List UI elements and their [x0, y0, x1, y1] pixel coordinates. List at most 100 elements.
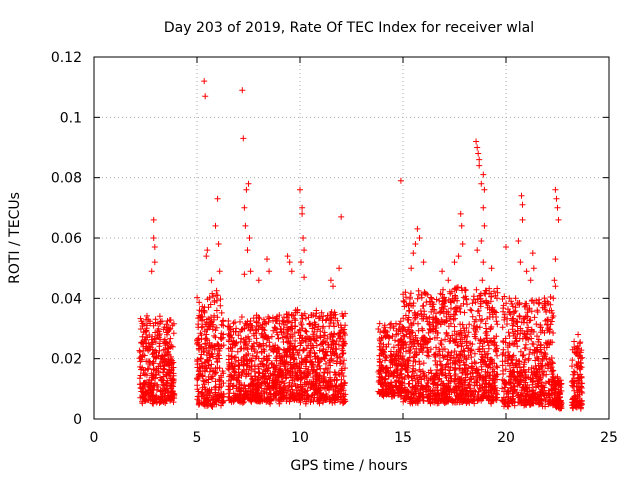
data-point [199, 391, 206, 398]
data-point [483, 297, 489, 304]
data-point [467, 306, 474, 313]
data-point [450, 316, 457, 323]
data-point [257, 322, 263, 329]
data-point [406, 307, 413, 314]
data-point [196, 342, 203, 349]
data-point [310, 382, 317, 389]
data-point [297, 374, 304, 381]
data-point [413, 345, 420, 352]
data-point [469, 300, 476, 307]
data-point [226, 390, 233, 397]
data-point [219, 393, 226, 400]
data-point [405, 373, 412, 380]
data-point [150, 350, 157, 357]
data-point [380, 366, 387, 373]
data-point [258, 380, 265, 387]
data-point [253, 390, 260, 397]
data-point [201, 348, 207, 354]
data-point [304, 378, 311, 385]
data-point [212, 334, 219, 341]
data-point [405, 380, 412, 387]
data-point [298, 335, 305, 342]
data-point [402, 361, 409, 368]
data-point [210, 316, 217, 323]
data-point [436, 297, 443, 304]
data-point [166, 358, 173, 365]
data-point [146, 358, 153, 365]
data-point [410, 343, 417, 350]
data-point [140, 329, 147, 336]
data-point [198, 313, 205, 320]
data-point [484, 394, 491, 401]
data-point [400, 398, 407, 405]
data-point [447, 337, 454, 344]
data-point [323, 396, 330, 403]
data-point [380, 348, 387, 355]
data-point [310, 398, 317, 405]
data-point [312, 356, 319, 362]
data-point [437, 361, 444, 368]
data-point [284, 318, 291, 325]
data-point [194, 294, 201, 301]
data-point [415, 287, 422, 294]
data-point [451, 328, 458, 335]
data-point [426, 321, 432, 327]
data-point [281, 382, 288, 389]
data-point [395, 342, 402, 349]
data-point [294, 369, 301, 376]
data-point [427, 367, 434, 374]
data-point [297, 342, 304, 349]
data-point [147, 320, 154, 327]
data-point [327, 348, 334, 355]
data-point [232, 342, 238, 349]
data-point [405, 302, 412, 309]
data-point [477, 337, 484, 344]
data-point [321, 355, 328, 362]
data-point [389, 333, 396, 340]
data-point [267, 400, 274, 407]
data-point [141, 352, 148, 359]
data-point [290, 350, 297, 356]
data-point [305, 381, 312, 388]
data-point [280, 329, 287, 336]
data-point [317, 333, 324, 340]
data-point [381, 322, 388, 329]
data-point [230, 375, 237, 382]
data-point [260, 370, 267, 377]
data-point [250, 315, 257, 322]
data-point [139, 400, 146, 407]
data-point [402, 339, 409, 346]
data-point [448, 354, 454, 361]
data-point [212, 383, 219, 390]
data-point [216, 347, 223, 354]
data-point [252, 373, 259, 380]
data-point [411, 372, 417, 379]
data-point [246, 336, 253, 343]
data-point [245, 350, 252, 357]
data-point [215, 342, 222, 348]
data-point [389, 393, 396, 400]
data-point [450, 355, 457, 362]
data-point [151, 336, 158, 343]
data-point [235, 378, 242, 384]
data-point [426, 314, 433, 321]
data-point [331, 341, 337, 348]
data-point [170, 364, 177, 371]
data-point [204, 296, 211, 303]
data-point [378, 334, 385, 341]
data-point [489, 360, 496, 367]
data-point [253, 353, 260, 360]
data-point [275, 335, 282, 342]
data-point [478, 363, 485, 370]
data-point [326, 359, 333, 366]
data-point [238, 326, 245, 333]
data-point [304, 387, 311, 394]
data-point [467, 385, 474, 392]
data-point [302, 356, 309, 363]
data-point [487, 326, 494, 333]
data-point [206, 352, 213, 359]
data-point [380, 328, 387, 334]
data-point [283, 334, 290, 341]
data-point [445, 323, 452, 330]
data-point [278, 387, 285, 394]
